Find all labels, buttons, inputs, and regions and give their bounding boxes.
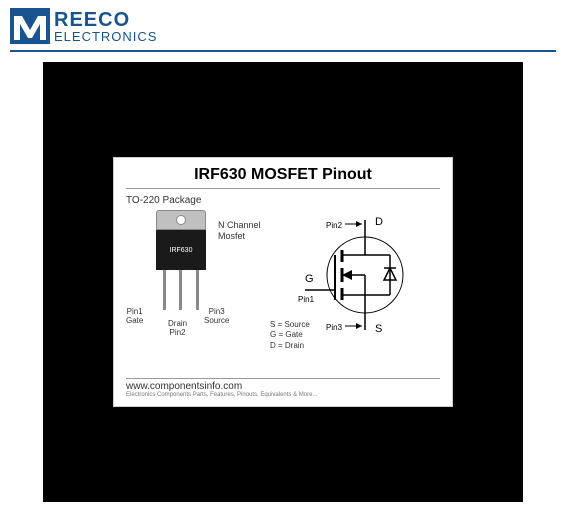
mounting-hole [176, 215, 186, 225]
leg-2 [179, 270, 182, 310]
leg-3 [196, 270, 199, 310]
brand-logo: REECO ELECTRONICS [0, 0, 566, 48]
drain-pin: Pin2 [326, 221, 343, 230]
logo-text: REECO ELECTRONICS [54, 10, 157, 43]
package-drawing: IRF630 Pin1 Gate Drain Pin2 [126, 210, 270, 380]
source-tagline: Electronics Components Parts, Features, … [126, 392, 440, 398]
logo-line1: REECO [54, 10, 157, 30]
package-body: IRF630 [156, 230, 206, 270]
source-url: www.componentsinfo.com [126, 381, 440, 392]
pin1-label: Pin1 Gate [126, 308, 143, 326]
package-legs [156, 270, 206, 310]
pin-legend: S = Source G = Gate D = Drain [270, 320, 310, 351]
diagram-footer: www.componentsinfo.com Electronics Compo… [126, 378, 440, 398]
header-divider [10, 50, 556, 52]
gate-pin: Pin1 [298, 295, 315, 304]
schematic-symbol: D Pin2 S Pin3 G Pin1 [270, 210, 440, 380]
drain-letter: D [375, 216, 383, 228]
logo-line2: ELECTRONICS [54, 30, 157, 43]
gate-letter: G [305, 273, 314, 285]
mounting-tab [156, 210, 206, 230]
pin3-label: Pin3 Source [204, 308, 229, 326]
part-number: IRF630 [170, 247, 193, 254]
source-pin: Pin3 [326, 323, 343, 332]
logo-mark [10, 8, 50, 44]
image-frame: IRF630 MOSFET Pinout TO-220 Package IRF6… [43, 62, 523, 502]
diagram-content: IRF630 Pin1 Gate Drain Pin2 [126, 210, 440, 380]
to220-package: IRF630 [156, 210, 206, 310]
source-letter: S [375, 323, 382, 335]
diagram-title: IRF630 MOSFET Pinout [126, 166, 440, 189]
leg-1 [163, 270, 166, 310]
channel-type: N Channel Mosfet [218, 220, 261, 242]
pin2-label: Drain Pin2 [168, 320, 187, 338]
pinout-diagram: IRF630 MOSFET Pinout TO-220 Package IRF6… [113, 157, 453, 407]
package-label: TO-220 Package [126, 195, 440, 206]
